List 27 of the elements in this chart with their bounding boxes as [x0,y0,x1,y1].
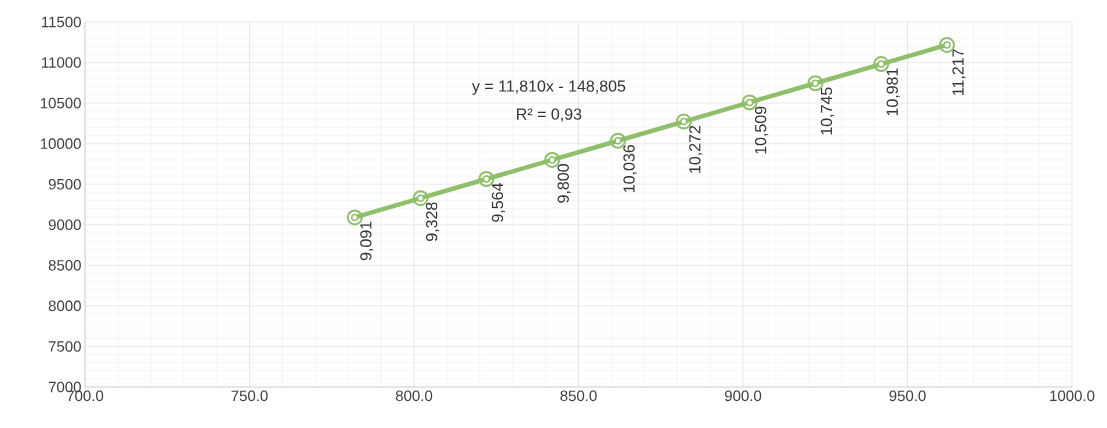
x-tick-label: 750.0 [231,390,268,402]
y-tick-label: 11500 [42,16,81,28]
data-label: 9,328 [425,202,440,241]
x-tick-label: 1000.0 [1050,390,1095,402]
x-tick-label: 850.0 [560,390,597,402]
data-label: 10,036 [623,144,637,192]
data-label: 9,564 [491,183,505,222]
data-label: 10,509 [754,106,769,154]
data-label: 9,800 [557,164,571,203]
x-tick-label: 800.0 [395,390,433,402]
y-tick-label: 10500 [40,97,81,109]
y-tick-label: 8500 [48,260,81,271]
y-tick-label: 9000 [48,219,81,231]
y-tick-label: 10000 [40,138,81,149]
data-label: 11,217 [952,49,966,95]
y-tick-label: 7500 [48,341,81,352]
data-label: 10,981 [886,68,900,116]
annotation: y = 11,810x - 148,805 [471,80,626,95]
x-tick-label: 950.0 [889,390,926,402]
y-tick-label: 8000 [48,300,81,312]
data-label: 10,272 [689,125,703,173]
annotation: R² = 0,93 [517,108,582,122]
x-tick-label: 900.0 [724,390,762,402]
y-tick-label: 11000 [42,57,81,68]
data-label: 9,091 [360,221,374,261]
y-tick-label: 9500 [48,178,81,190]
data-label: 10,745 [820,87,834,135]
